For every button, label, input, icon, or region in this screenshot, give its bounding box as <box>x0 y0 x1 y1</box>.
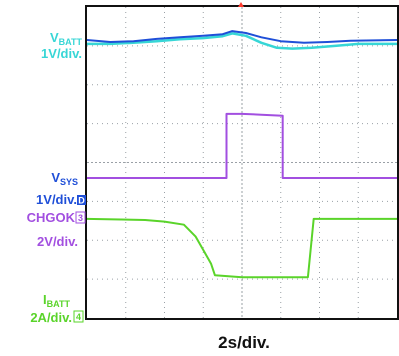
chgok-trace <box>87 112 397 179</box>
ibatt-channel-marker-box <box>73 310 84 323</box>
trigger-marker <box>238 2 244 7</box>
chgok-channel-marker: 3 <box>78 213 83 223</box>
ibatt-trace <box>86 217 397 279</box>
ibatt-scale: 2A/div. <box>30 310 72 325</box>
vbatt-label-sub: BATT <box>59 37 83 47</box>
ibatt-label-main: I <box>43 292 47 307</box>
chgok-label: CHGOK <box>27 210 76 225</box>
ibatt-channel-marker: 4 <box>76 312 81 322</box>
vsys-channel-marker-box <box>77 195 86 205</box>
ibatt-label-sub: BATT <box>47 299 71 309</box>
vsys-label-main: V <box>51 170 60 185</box>
vsys-label: VSYS <box>51 170 78 187</box>
ibatt-label: IBATT <box>43 292 70 309</box>
scope-traces <box>86 30 398 279</box>
time-scale-label: 2s/div. <box>218 333 270 352</box>
chgok-scale: 2V/div. <box>37 234 78 249</box>
vsys-label-sub: SYS <box>60 177 78 187</box>
vsys-scale: 1V/div. <box>36 192 77 207</box>
vbatt-label-main: V <box>50 30 59 45</box>
vbatt-trace <box>86 30 398 44</box>
vsys-channel-marker: D <box>78 196 85 206</box>
scope-grid <box>87 7 397 318</box>
vbatt-shadow-trace <box>87 32 397 50</box>
vbatt-label: VBATT <box>50 30 83 47</box>
chgok-channel-marker-box <box>75 211 86 224</box>
vbatt-scale: 1V/div. <box>41 46 82 61</box>
